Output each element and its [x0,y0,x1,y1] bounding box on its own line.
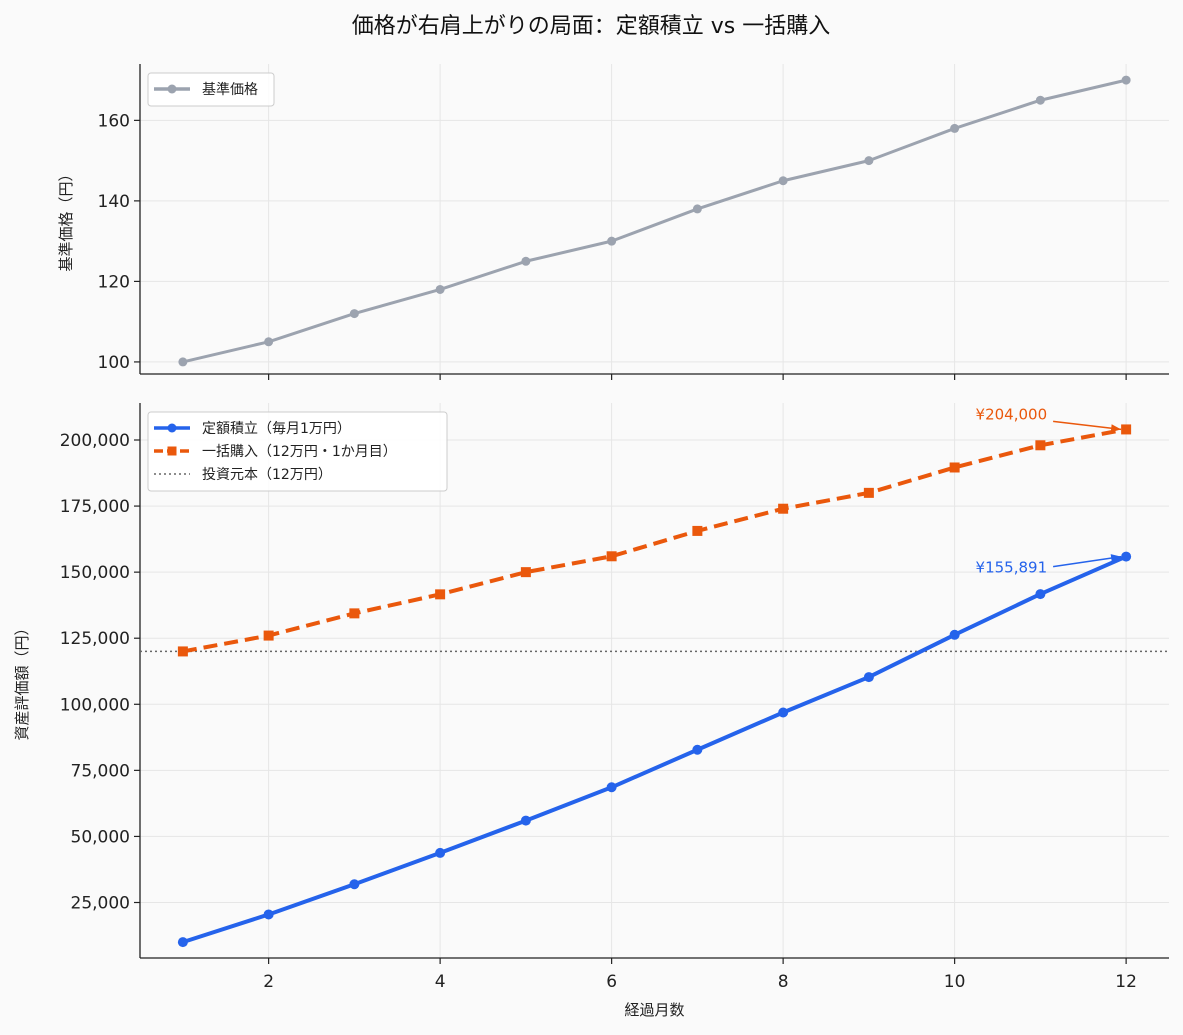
y-tick-label: 50,000 [71,827,130,847]
data-point [864,156,874,166]
data-point [264,337,274,347]
data-point [778,176,788,186]
y-tick-label: 175,000 [60,497,130,517]
x-tick-label: 8 [778,972,789,992]
data-point [949,462,960,473]
y-axis-label: 資産評価額（円） [13,620,31,740]
legend-label: 投資元本（12万円） [202,467,332,483]
data-point [435,589,446,600]
legend-marker [167,84,177,94]
data-point [435,284,445,294]
data-point [949,629,960,640]
x-tick-label: 12 [1115,972,1137,992]
series-line-1 [182,427,1127,654]
legend-marker [167,446,177,456]
data-point [520,567,531,578]
data-point [607,236,617,246]
legend-box [147,72,275,107]
x-axis-label: 経過月数 [624,1001,684,1019]
data-point [1035,440,1046,451]
y-axis-label: 基準価格（円） [57,166,75,271]
data-point [263,630,274,641]
data-point [521,256,531,266]
legend-box [147,411,448,492]
figure-title: 価格が右肩上がりの局面：定額積立 vs 一括購入 [352,14,830,39]
data-point [778,503,789,514]
data-point [1121,551,1132,562]
data-point [692,744,703,755]
data-point [863,672,874,683]
series-line-0 [182,554,1127,945]
y-tick-label: 150,000 [60,563,130,583]
legend-label: 定額積立（毎月1万円） [202,421,351,437]
legend: 基準価格 [147,72,275,107]
data-point [606,782,617,793]
price-chart-panel: 100 120 140 160 基準価格（円） 基準価格 [57,64,1169,380]
data-point [1121,424,1132,435]
data-point [778,707,789,718]
legend-label: 基準価格 [202,81,258,98]
data-point [1035,95,1045,105]
x-tick-label: 4 [435,972,446,992]
y-tick-label: 120 [98,272,130,292]
data-point [1035,589,1046,600]
data-point [1121,75,1131,85]
series-line-0 [182,78,1127,364]
annotation-arrow [1053,420,1122,431]
y-tick-label: 100 [98,353,130,373]
y-tick-label: 200,000 [60,431,130,451]
annotation-arrowhead [1110,554,1122,562]
data-point [692,525,703,536]
data-point [520,815,531,826]
y-tick-label: 25,000 [71,894,130,914]
data-point [263,909,274,920]
y-tick-label: 140 [98,192,130,212]
annotation-arrow [1053,555,1122,568]
data-point [950,123,960,133]
y-tick-label: 75,000 [71,761,130,781]
annotation-label: ¥204,000 [976,405,1048,423]
x-tick-label: 2 [263,972,274,992]
data-point [349,879,360,890]
data-point [178,357,188,367]
data-point [349,608,360,619]
annotation-label: ¥155,891 [976,559,1048,577]
annotation-arrowhead [1110,424,1122,433]
data-point [863,487,874,498]
legend-marker [167,423,177,433]
data-point [435,847,446,858]
data-point [177,646,188,657]
legend-label: 一括購入（12万円・1か月目） [202,444,397,460]
x-tick-label: 6 [606,972,617,992]
y-tick-label: 160 [98,111,130,131]
data-point [692,204,702,214]
data-point [349,309,359,319]
value-chart-panel: 25,000 50,000 75,000 100,000 125,000 150,000 1… [13,403,1169,1019]
y-tick-label: 100,000 [60,695,130,715]
data-point [177,937,188,948]
legend: 定額積立（毎月1万円） 一括購入（12万円・1か月目） 投資元本（12万円） [147,411,448,492]
y-tick-label: 125,000 [60,629,130,649]
x-tick-label: 10 [944,972,966,992]
data-point [606,551,617,562]
